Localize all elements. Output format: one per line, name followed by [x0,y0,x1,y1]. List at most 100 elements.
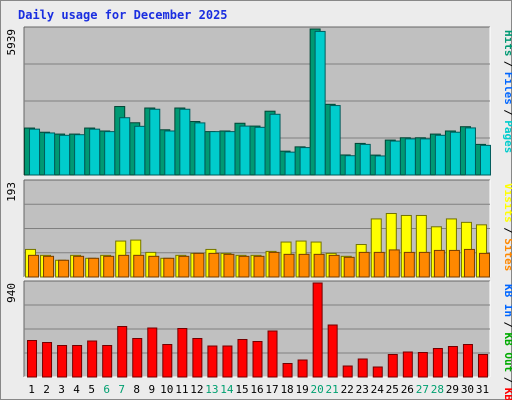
bar-kb-f-day-17 [267,330,278,378]
x-tick-day-24: 24 [371,383,385,396]
bar-pages-day-12 [194,122,206,176]
bar-pages-day-29 [449,131,461,176]
bar-kb-f-day-28 [432,348,443,378]
x-tick-day-15: 15 [235,383,248,396]
legend-kb-out: KB Out [502,333,512,373]
bar-sites-day-14 [223,253,235,278]
legend-pages: Pages [502,120,512,153]
x-tick-day-11: 11 [175,383,188,396]
bar-pages-day-19 [299,147,311,176]
bar-pages-day-21 [329,105,341,176]
bar-sites-day-13 [208,252,220,278]
legend-separator: / [502,227,512,234]
bar-pages-day-10 [164,130,176,176]
x-tick-day-25: 25 [386,383,399,396]
bar-sites-day-2 [43,255,55,278]
bar-kb-f-day-15 [237,339,248,378]
bar-kb-f-day-16 [252,341,263,378]
bar-sites-day-6 [103,255,115,278]
bar-kb-f-day-5 [87,340,98,378]
bar-pages-day-15 [239,125,251,176]
x-tick-day-26: 26 [401,383,414,396]
bar-pages-day-24 [374,155,386,176]
bar-kb-f-day-31 [477,354,488,378]
bar-pages-day-26 [404,138,416,176]
x-tick-day-13: 13 [205,383,218,396]
bar-pages-day-27 [419,138,431,176]
legend-kb-f: KB F [502,388,512,400]
bar-pages-day-30 [464,127,476,176]
bar-sites-day-8 [133,254,145,278]
bar-pages-day-25 [389,140,401,176]
bar-pages-day-7 [119,117,131,176]
bar-kb-f-day-10 [162,344,173,378]
x-tick-day-8: 8 [133,383,140,396]
x-tick-day-27: 27 [416,383,429,396]
x-tick-day-4: 4 [73,383,80,396]
bar-sites-day-7 [118,254,130,278]
x-tick-day-1: 1 [28,383,35,396]
bar-pages-day-16 [254,126,266,176]
bar-pages-day-23 [359,143,371,176]
x-tick-day-31: 31 [476,383,489,396]
bar-kb-f-day-26 [402,351,413,378]
bar-pages-day-9 [149,108,161,176]
x-tick-day-18: 18 [280,383,293,396]
bar-pages-day-6 [104,131,116,176]
bar-kb-f-day-1 [27,340,38,378]
bar-pages-day-8 [134,125,146,176]
bar-kb-f-day-4 [72,345,83,378]
x-tick-day-22: 22 [341,383,354,396]
bar-sites-day-31 [478,252,490,278]
panel-1-max-label: 5939 [5,29,18,56]
bar-sites-day-21 [328,254,340,278]
bar-sites-day-22 [343,256,355,278]
legend-visits: Visits [502,183,512,223]
bar-kb-f-day-18 [282,363,293,378]
bar-pages-day-31 [479,144,491,176]
x-tick-day-6: 6 [103,383,110,396]
bar-pages-day-20 [314,30,326,176]
x-tick-day-30: 30 [461,383,474,396]
bar-kb-f-day-9 [147,327,158,378]
bar-kb-f-day-19 [297,359,308,378]
bar-kb-f-day-21 [327,324,338,378]
bar-pages-day-3 [59,134,71,176]
x-tick-day-21: 21 [326,383,339,396]
bar-sites-day-29 [448,249,460,278]
bar-sites-day-12 [193,252,205,278]
bar-sites-day-26 [403,251,415,278]
x-tick-day-16: 16 [250,383,263,396]
bar-pages-day-28 [434,134,446,176]
legend-separator: / [502,61,512,68]
legend-sites: Sites [502,238,512,271]
bar-sites-day-11 [178,255,190,278]
bar-pages-day-22 [344,155,356,176]
bar-kb-f-day-23 [357,358,368,378]
x-tick-day-2: 2 [43,383,50,396]
bar-pages-day-5 [89,128,101,176]
bar-pages-day-14 [224,131,236,176]
bar-pages-day-18 [284,151,296,176]
bar-pages-day-1 [29,128,41,176]
bar-sites-day-27 [418,251,430,278]
bar-sites-day-1 [28,254,40,278]
panel-3-max-label: 940 [5,283,18,303]
legend-separator: / [502,322,512,329]
bar-sites-day-16 [253,255,265,278]
bar-sites-day-4 [73,255,85,278]
bar-kb-f-day-20 [312,282,323,378]
legend-hits: Hits [502,30,512,57]
bar-kb-f-day-7 [117,326,128,378]
bar-kb-f-day-6 [102,345,113,378]
bar-sites-day-18 [283,253,295,278]
x-tick-day-3: 3 [58,383,65,396]
bar-kb-f-day-22 [342,365,353,378]
x-tick-day-14: 14 [220,383,234,396]
bar-kb-f-day-25 [387,354,398,378]
bar-sites-day-10 [163,257,175,278]
x-tick-day-12: 12 [190,383,203,396]
x-tick-day-7: 7 [118,383,125,396]
chart-title: Daily usage for December 2025 [18,8,228,22]
x-tick-day-20: 20 [311,383,324,396]
